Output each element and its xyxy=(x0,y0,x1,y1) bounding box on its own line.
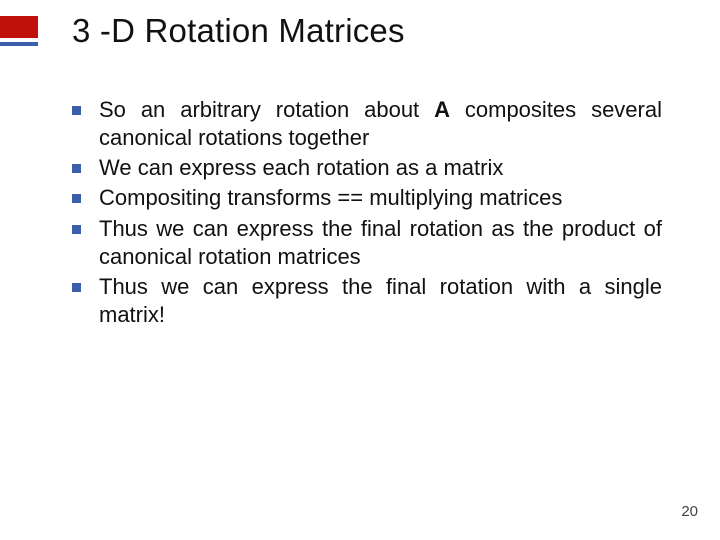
square-bullet-icon xyxy=(72,225,81,234)
bullet-text: We can express each rotation as a matrix xyxy=(99,154,662,182)
square-bullet-icon xyxy=(72,283,81,292)
bullet-item: Thus we can express the final rotation a… xyxy=(72,215,662,271)
square-bullet-icon xyxy=(72,106,81,115)
accent-red-rect xyxy=(0,16,38,38)
slide-title: 3 -D Rotation Matrices xyxy=(72,12,405,50)
slide-body: So an arbitrary rotation about A composi… xyxy=(72,96,662,331)
square-bullet-icon xyxy=(72,164,81,173)
bullet-text: Compositing transforms == multiplying ma… xyxy=(99,184,662,212)
bullet-item: We can express each rotation as a matrix xyxy=(72,154,662,182)
bullet-text: So an arbitrary rotation about A composi… xyxy=(99,96,662,152)
title-accent-block xyxy=(0,16,38,46)
bullet-item: Compositing transforms == multiplying ma… xyxy=(72,184,662,212)
bullet-text: Thus we can express the final rotation a… xyxy=(99,215,662,271)
bullet-item: So an arbitrary rotation about A composi… xyxy=(72,96,662,152)
page-number: 20 xyxy=(681,503,698,520)
bullet-text: Thus we can express the final rotation w… xyxy=(99,273,662,329)
accent-blue-rect xyxy=(0,42,38,46)
slide: 3 -D Rotation Matrices So an arbitrary r… xyxy=(0,0,720,540)
square-bullet-icon xyxy=(72,194,81,203)
bullet-item: Thus we can express the final rotation w… xyxy=(72,273,662,329)
title-bar: 3 -D Rotation Matrices xyxy=(0,12,405,50)
